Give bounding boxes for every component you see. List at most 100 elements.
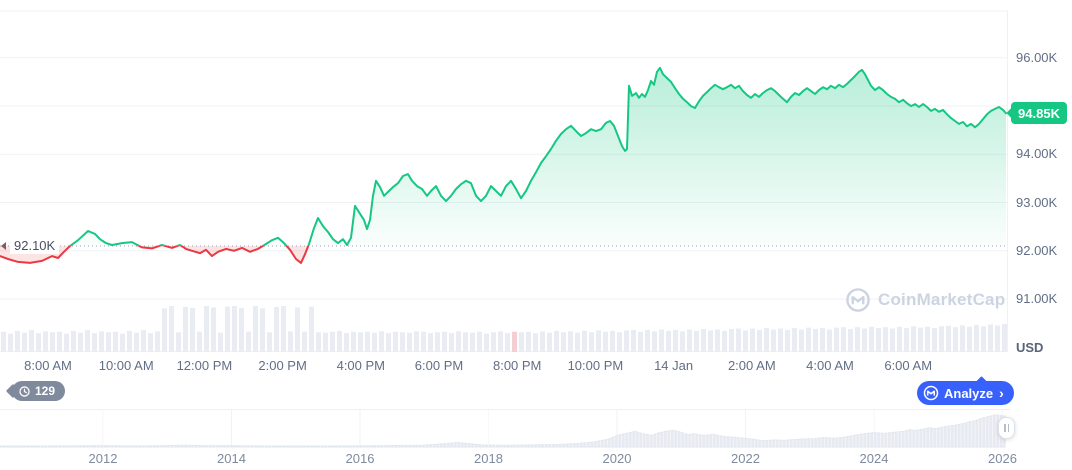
time-axis-tick: 8:00 AM xyxy=(24,358,72,373)
volume-bar xyxy=(925,326,930,352)
volume-bar xyxy=(113,331,118,352)
volume-bar xyxy=(659,329,664,352)
volume-bar xyxy=(232,306,237,352)
volume-bar xyxy=(834,327,839,352)
volume-bar xyxy=(813,329,818,352)
volume-bar xyxy=(225,306,230,352)
volume-bar xyxy=(946,325,951,352)
volume-bar xyxy=(15,330,20,352)
volume-bar xyxy=(491,332,496,352)
volume-bar xyxy=(1002,323,1007,352)
volume-bar xyxy=(267,332,272,352)
price-line-up xyxy=(68,66,1007,246)
volume-bar xyxy=(176,332,181,352)
volume-bar xyxy=(358,332,363,352)
time-axis-tick: 6:00 PM xyxy=(414,358,464,373)
volume-bar xyxy=(757,329,762,352)
volume-bar xyxy=(428,333,433,352)
time-axis-tick: 12:00 PM xyxy=(176,358,233,373)
year-axis: 2012 2014 2016 2018 2020 2022 2024 2026 xyxy=(0,451,1072,467)
overview-area xyxy=(0,414,1006,448)
baseline-price-label: 92.10K xyxy=(10,237,60,254)
volume-bar xyxy=(841,327,846,352)
volume-bar xyxy=(589,332,594,352)
volume-bar xyxy=(162,308,167,352)
volume-bar xyxy=(981,326,986,352)
volume-bar xyxy=(855,327,860,352)
analyze-button[interactable]: Analyze › xyxy=(917,381,1014,405)
time-axis-tick: 4:00 AM xyxy=(806,358,854,373)
volume-bar xyxy=(64,333,69,352)
time-axis-tick: 4:00 PM xyxy=(336,358,386,373)
volume-bar xyxy=(519,332,524,352)
time-axis-tick: 14 Jan xyxy=(654,358,694,373)
volume-bar xyxy=(785,329,790,352)
time-axis-tick: 6:00 AM xyxy=(884,358,933,373)
price-axis: 96.00K 94.00K 93.00K 92.00K 91.00K xyxy=(1014,0,1072,352)
volume-bar xyxy=(477,331,482,352)
price-chart-svg[interactable] xyxy=(0,0,1008,352)
year-axis-label: 2014 xyxy=(217,451,246,466)
time-axis: 8:00 AM 10:00 AM 12:00 PM 2:00 PM 4:00 PM 6:0… xyxy=(0,358,1008,374)
volume-bar xyxy=(351,331,356,352)
volume-bar xyxy=(582,330,587,352)
volume-bar xyxy=(918,327,923,352)
volume-bar xyxy=(407,332,412,352)
volume-bar xyxy=(190,307,195,352)
volume-bar xyxy=(862,328,867,352)
volume-bar xyxy=(624,330,629,352)
volume-bar xyxy=(561,332,566,352)
volume-bar xyxy=(456,331,461,352)
volume-bar xyxy=(8,333,13,352)
volume-bar xyxy=(610,330,615,352)
volume-bar xyxy=(652,331,657,352)
volume-bar xyxy=(344,333,349,352)
overview-sparkline-svg[interactable] xyxy=(0,409,1008,450)
volume-bar xyxy=(792,328,797,352)
baseline-arrow-icon xyxy=(1,241,6,250)
volume-bar xyxy=(204,306,209,352)
chevron-right-icon: › xyxy=(999,385,1004,401)
volume-bar xyxy=(183,306,188,352)
price-axis-tick: 96.00K xyxy=(1016,49,1058,65)
volume-bar xyxy=(155,331,160,352)
volume-bar xyxy=(29,329,34,352)
range-drag-handle[interactable] xyxy=(998,417,1015,439)
volume-bar xyxy=(85,329,90,352)
year-axis-label: 2022 xyxy=(731,451,760,466)
history-count-value: 129 xyxy=(35,384,56,398)
volume-bar xyxy=(463,332,468,352)
price-axis-tick: 93.00K xyxy=(1016,194,1058,210)
volume-bar xyxy=(253,306,258,352)
price-axis-tick: 94.00K xyxy=(1016,146,1058,162)
clock-history-icon xyxy=(19,385,30,397)
volume-bar xyxy=(71,330,76,352)
time-axis-tick: 10:00 AM xyxy=(98,358,154,373)
volume-bar xyxy=(141,329,146,352)
volume-bar xyxy=(197,331,202,352)
volume-bar xyxy=(512,331,517,352)
volume-bar xyxy=(246,331,251,352)
year-axis-label: 2012 xyxy=(88,451,118,466)
volume-bar xyxy=(302,331,307,352)
year-axis-label: 2024 xyxy=(859,451,889,466)
volume-bar xyxy=(274,306,279,352)
volume-bar xyxy=(974,324,979,352)
volume-bar xyxy=(743,330,748,352)
time-axis-tick: 10:00 PM xyxy=(567,358,624,373)
volume-bar xyxy=(778,328,783,352)
volume-bar xyxy=(148,333,153,352)
volume-bar xyxy=(330,331,335,352)
price-area-above-baseline xyxy=(0,67,1006,247)
volume-bar xyxy=(967,326,972,352)
volume-bar xyxy=(932,328,937,352)
history-count-badge[interactable]: 129 xyxy=(12,381,66,401)
time-axis-tick: 8:00 PM xyxy=(492,358,542,373)
volume-bar xyxy=(323,332,328,352)
volume-bar xyxy=(911,326,916,352)
volume-bar xyxy=(92,333,97,352)
volume-bar xyxy=(638,331,643,352)
volume-bar xyxy=(540,331,545,352)
volume-bar xyxy=(799,329,804,352)
volume-bar xyxy=(820,328,825,352)
